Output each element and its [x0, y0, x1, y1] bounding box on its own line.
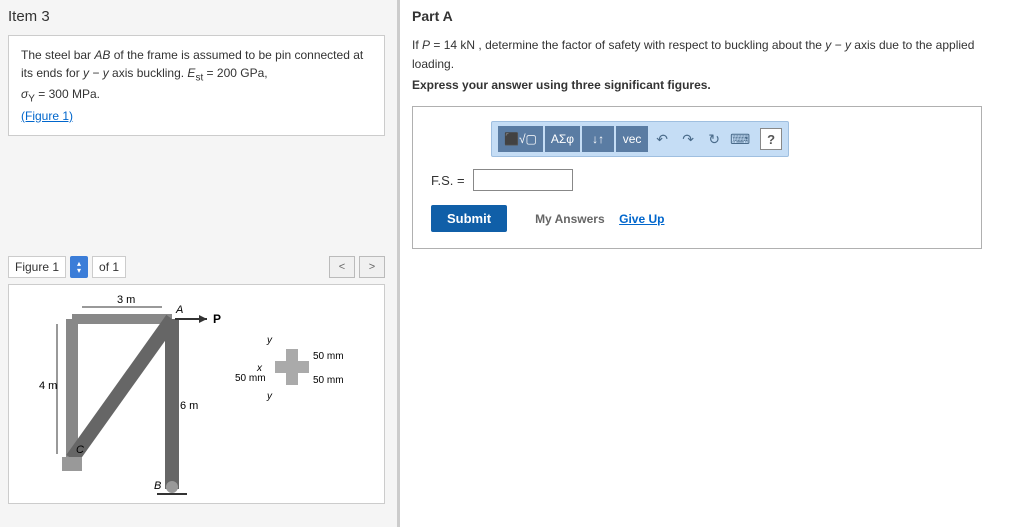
left-panel: Item 3 The steel bar AB of the frame is …: [0, 0, 400, 527]
question-text: If P = 14 kN , determine the factor of s…: [412, 36, 1012, 74]
q-p: P: [422, 38, 430, 52]
figure-prev-button[interactable]: <: [329, 256, 355, 278]
my-answers-link[interactable]: My Answers: [535, 212, 605, 226]
help-button[interactable]: ?: [760, 128, 782, 150]
cs-50mm-2: 50 mm: [313, 375, 344, 386]
q-axis: y − y: [825, 38, 851, 52]
prompt-text: The steel bar: [21, 48, 94, 62]
undo-button[interactable]: ↶: [650, 126, 674, 152]
page-root: Item 3 The steel bar AB of the frame is …: [0, 0, 1024, 527]
instruction-text: Express your answer using three signific…: [412, 78, 1012, 92]
point-a: A: [175, 304, 183, 316]
figure-link[interactable]: (Figure 1): [21, 109, 73, 123]
point-b: B: [154, 480, 161, 492]
math-toolbar: ⬛√▢ ΑΣφ ↓↑ vec ↶ ↷ ↻ ⌨ ?: [491, 121, 789, 157]
figure-label: Figure 1: [8, 256, 66, 278]
vec-button[interactable]: vec: [616, 126, 648, 152]
part-a-title: Part A: [412, 8, 1012, 24]
right-panel: Part A If P = 14 kN , determine the fact…: [400, 0, 1024, 527]
point-c: C: [76, 444, 84, 456]
bar-ab: AB: [94, 48, 110, 62]
q-post: , determine the factor of safety with re…: [475, 38, 825, 52]
cs-50mm-1: 50 mm: [313, 351, 344, 362]
figure-stepper[interactable]: ▴▾: [70, 256, 88, 278]
redo-button[interactable]: ↷: [676, 126, 700, 152]
submit-button[interactable]: Submit: [431, 205, 507, 232]
answer-box: ⬛√▢ ΑΣφ ↓↑ vec ↶ ↷ ↻ ⌨ ? F.S. = Submit M…: [412, 106, 982, 249]
answer-label: F.S. =: [431, 173, 465, 188]
answer-input-row: F.S. =: [431, 169, 963, 191]
axis-y: y: [266, 335, 273, 346]
give-up-link[interactable]: Give Up: [619, 212, 664, 226]
figure-count: of 1: [92, 256, 126, 278]
axis-y2: y: [266, 391, 273, 402]
cs-50mm-3: 50 mm: [235, 373, 266, 384]
figure-area: Figure 1 ▴▾ of 1 < >: [8, 256, 385, 504]
problem-prompt: The steel bar AB of the frame is assumed…: [8, 35, 385, 136]
submit-row: Submit My Answers Give Up: [431, 205, 963, 232]
item-title: Item 3: [8, 8, 385, 25]
frame-svg: 3 m 4 m A P 6 m C B y x 50 mm 50 mm 50 m…: [17, 289, 377, 499]
reset-button[interactable]: ↻: [702, 126, 726, 152]
axis: y − y: [83, 66, 109, 80]
dim-4m: 4 m: [39, 380, 57, 392]
figure-diagram: 3 m 4 m A P 6 m C B y x 50 mm 50 mm 50 m…: [8, 284, 385, 504]
q-pre: If: [412, 38, 422, 52]
sigma-sub: Y: [28, 94, 35, 105]
est-val: = 200 GPa,: [203, 66, 267, 80]
dim-6m: 6 m: [180, 400, 198, 412]
figure-next-button[interactable]: >: [359, 256, 385, 278]
template-button[interactable]: ⬛√▢: [498, 126, 543, 152]
q-val: = 14 kN: [430, 38, 475, 52]
keyboard-button[interactable]: ⌨: [728, 126, 752, 152]
figure-header: Figure 1 ▴▾ of 1 < >: [8, 256, 385, 278]
greek-button[interactable]: ΑΣφ: [545, 126, 580, 152]
prompt-text: axis buckling.: [109, 66, 188, 80]
answer-input[interactable]: [473, 169, 573, 191]
sigma-val: = 300 MPa.: [35, 87, 100, 101]
subscript-button[interactable]: ↓↑: [582, 126, 614, 152]
dim-3m: 3 m: [117, 294, 135, 306]
load-p: P: [213, 312, 221, 326]
